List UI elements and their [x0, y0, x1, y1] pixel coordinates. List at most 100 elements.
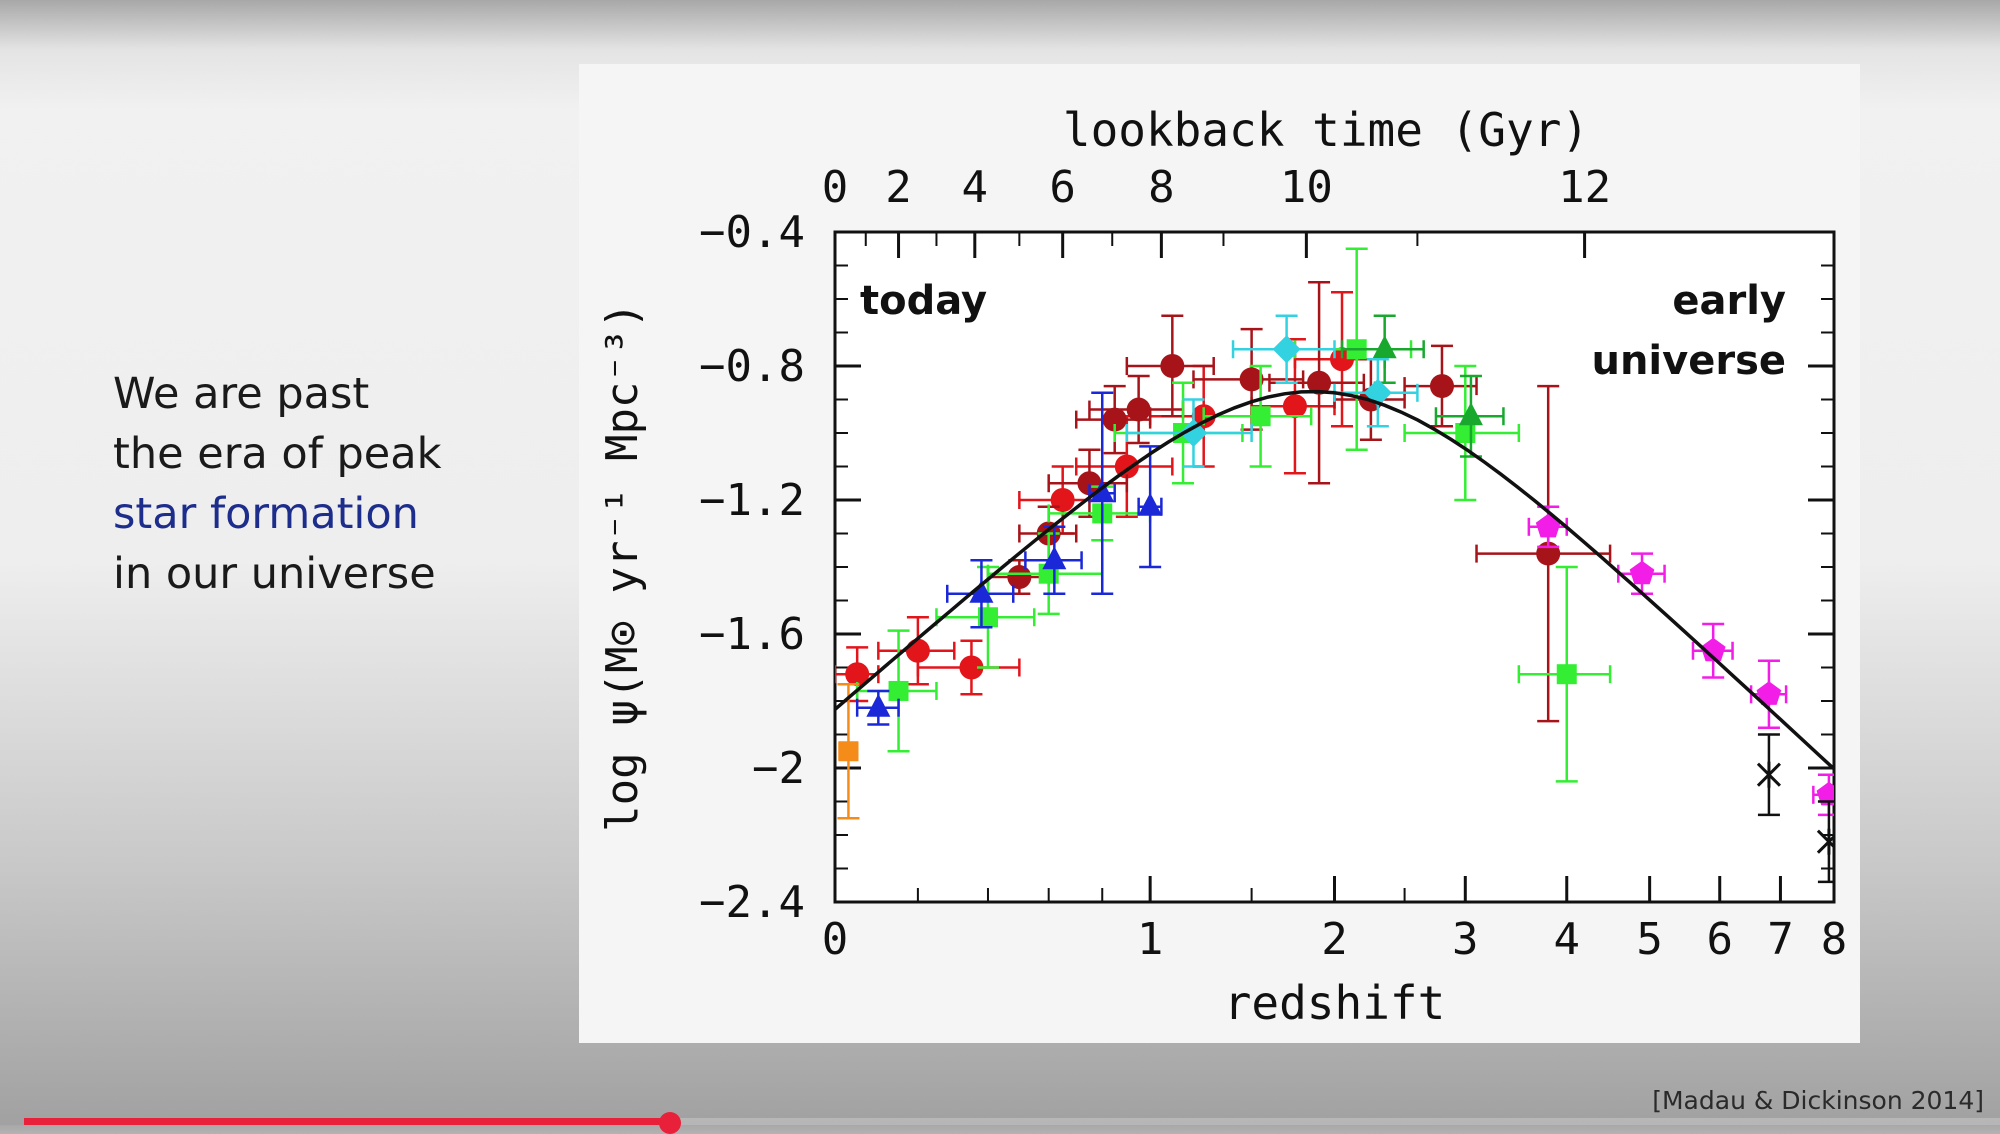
series-magenta	[1527, 505, 1834, 817]
annotation-early: early	[1672, 278, 1786, 324]
data-point	[977, 607, 998, 628]
bullet-line-1: We are past	[113, 369, 370, 419]
top-tick-label: 4	[962, 162, 989, 213]
video-progress-bar[interactable]	[24, 1112, 2000, 1134]
x-axis-label: redshift	[1224, 976, 1446, 1030]
bullet-line-2: the era of peak	[113, 429, 442, 479]
data-point	[1239, 367, 1264, 392]
data-point	[1272, 335, 1301, 364]
data-point	[1282, 394, 1307, 419]
y-tick-label: −2	[752, 743, 805, 794]
top-tick-label: 6	[1049, 162, 1076, 213]
x-tick-label: 8	[1821, 914, 1848, 965]
citation: [Madau & Dickinson 2014]	[1652, 1086, 1984, 1115]
top-axis-label: lookback time (Gyr)	[1063, 103, 1589, 157]
x-tick-label: 5	[1636, 914, 1663, 965]
y-tick-label: −2.4	[699, 877, 805, 928]
y-tick-label: −1.6	[699, 609, 805, 660]
data-point	[1458, 402, 1483, 426]
data-point	[1556, 664, 1577, 685]
data-point	[1179, 419, 1208, 447]
y-tick-label: −0.8	[699, 341, 805, 392]
x-tick-label: 4	[1554, 914, 1581, 965]
x-tick-label: 6	[1706, 914, 1733, 965]
slide-text: We are past the era of peak star formati…	[113, 364, 533, 604]
y-tick-label: −0.4	[699, 207, 805, 258]
bullet-line-4: in our universe	[113, 549, 436, 599]
series-ir-dark-green	[1340, 314, 1505, 458]
data-point	[1372, 335, 1397, 359]
data-layer	[835, 247, 1834, 884]
data-point	[1756, 761, 1781, 788]
data-point-group	[1756, 733, 1781, 817]
data-point-group	[1434, 374, 1505, 458]
top-tick-label: 8	[1148, 162, 1175, 213]
top-tick-label: 12	[1558, 162, 1611, 213]
data-point	[1429, 374, 1454, 399]
data-point	[1629, 560, 1655, 585]
x-tick-label: 3	[1452, 914, 1479, 965]
data-point	[1007, 565, 1032, 590]
data-point	[1138, 492, 1163, 516]
data-point-group	[1125, 314, 1215, 418]
data-point	[1816, 781, 1834, 806]
annotation-universe: universe	[1591, 338, 1786, 384]
data-point-group	[1691, 622, 1734, 679]
video-progress-fill	[24, 1118, 671, 1125]
data-point	[1816, 828, 1834, 855]
data-point	[1756, 681, 1782, 705]
top-tick-label: 2	[885, 162, 912, 213]
data-point-group	[935, 565, 1036, 669]
data-point-group	[837, 683, 860, 820]
data-point	[1090, 479, 1115, 503]
series-uv-dark-red	[986, 281, 1612, 723]
series-black	[1756, 733, 1834, 884]
data-point	[1455, 423, 1476, 443]
data-point	[1042, 546, 1067, 570]
data-point-group	[1340, 314, 1425, 384]
top-tick-label: 0	[822, 162, 849, 213]
star-formation-chart: 0 1 2 3 4 5 6 7 80 2 4 6 8 10 12−0.4−0.8−1.2−1.6−2−2.4…	[597, 103, 1848, 1030]
data-point	[1250, 406, 1271, 427]
data-point-group	[1231, 314, 1336, 384]
y-tick-label: −1.2	[699, 475, 805, 526]
data-point	[1102, 407, 1127, 432]
data-point-group	[1075, 384, 1152, 455]
data-point-group	[855, 689, 900, 726]
data-point	[959, 655, 984, 680]
y-axis-label: log ψ(M⊙ yr⁻¹ Mpc⁻³)	[597, 302, 648, 832]
data-point-group	[945, 559, 1015, 629]
data-point-group	[1024, 525, 1083, 596]
data-point	[845, 662, 870, 687]
data-point	[1700, 637, 1726, 662]
data-point-group	[1527, 505, 1569, 549]
data-point	[1535, 513, 1561, 538]
data-point	[1160, 354, 1185, 378]
video-progress-scrubber[interactable]	[659, 1112, 682, 1134]
data-point	[888, 680, 909, 701]
data-point	[1126, 397, 1151, 422]
data-point-group	[1137, 445, 1163, 569]
chart-panel: 0 1 2 3 4 5 6 7 8 0 2 4 6 8 10 12 −0.4 −0.8 −1.2 −1.6 −2 −2.4…	[579, 64, 1860, 1043]
data-point	[838, 741, 859, 762]
data-point-group	[1816, 800, 1834, 884]
data-point	[969, 579, 994, 603]
data-point-group	[1125, 398, 1253, 468]
data-point	[866, 693, 891, 717]
data-point-group	[916, 639, 1021, 696]
bullet-line-3-highlight: star formation	[113, 489, 419, 539]
data-point-group	[1517, 565, 1612, 783]
x-tick-label: 1	[1137, 914, 1164, 965]
fit-curve	[835, 389, 1834, 771]
x-tick-label: 2	[1321, 914, 1348, 965]
series-orange	[837, 683, 860, 820]
top-tick-label: 10	[1280, 162, 1333, 213]
annotation-today: today	[860, 278, 987, 324]
data-point	[1077, 471, 1102, 496]
data-point-group	[1047, 448, 1129, 518]
x-tick-label: 7	[1767, 914, 1794, 965]
series-cyan	[1125, 314, 1419, 468]
data-point	[1050, 488, 1075, 512]
data-point	[1307, 370, 1332, 395]
x-tick-label: 0	[822, 914, 849, 965]
